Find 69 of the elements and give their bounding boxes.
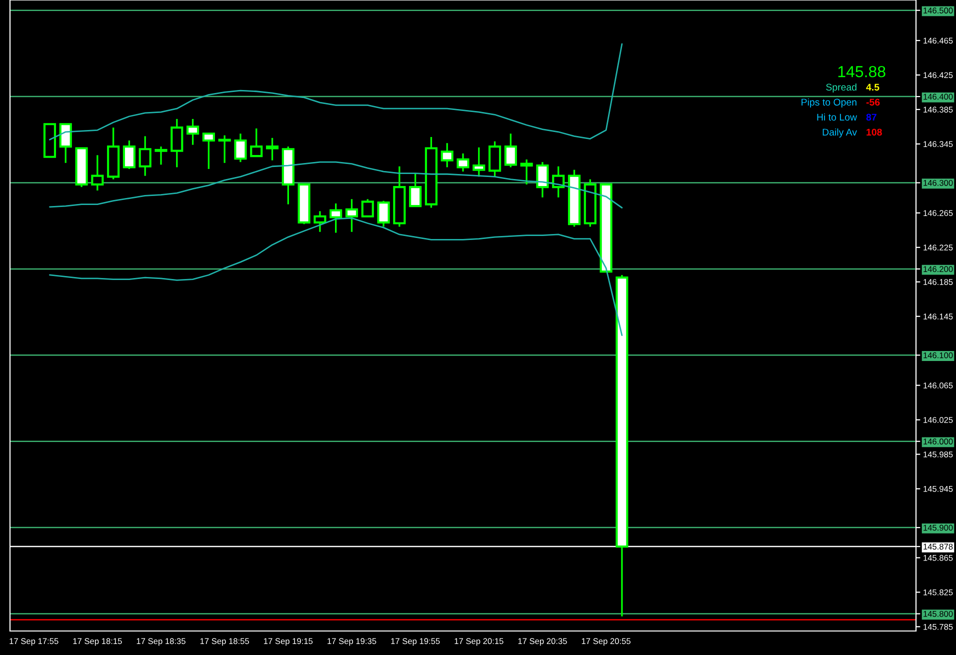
- y-tick-label: 145.800: [924, 610, 953, 617]
- text: 145.88: [838, 66, 886, 78]
- text: Hi to Low: [817, 113, 858, 121]
- line-series: [49, 161, 623, 208]
- candlestick: [202, 132, 215, 170]
- x-tick-label: 17 Sep 20:35: [518, 638, 567, 646]
- candlestick: [218, 134, 231, 164]
- candlestick: [170, 118, 184, 168]
- y-tick-label: 146.145: [924, 314, 953, 320]
- x-tick-label: 17 Sep 18:15: [73, 638, 122, 646]
- y-tick-label: 146.345: [924, 141, 953, 148]
- text: 4.5: [866, 84, 880, 91]
- y-tick-label: 145.865: [924, 554, 953, 561]
- y-tick-label: 145.900: [924, 524, 953, 531]
- x-tick-label: 17 Sep 18:35: [136, 638, 186, 646]
- x-tick-label: 17 Sep 17:55: [10, 638, 58, 646]
- y-tick-label: 146.100: [924, 352, 953, 358]
- text: 108: [866, 128, 882, 136]
- candlestick: [520, 158, 533, 186]
- text: Pips to Open: [802, 98, 856, 108]
- y-tick-label: 146.300: [924, 180, 953, 186]
- y-tick-label: 145.878: [924, 544, 953, 550]
- candlestick: [504, 132, 517, 168]
- candlestick: [266, 137, 279, 162]
- candlestick: [361, 198, 374, 218]
- candlestick: [377, 200, 390, 228]
- candlestick: [409, 172, 422, 208]
- candlestick: [456, 152, 470, 172]
- y-tick-label: 146.025: [924, 417, 953, 423]
- x-tick-label: 17 Sep 20:15: [454, 638, 504, 646]
- y-tick-label: 146.425: [924, 72, 953, 78]
- y-tick-label: 146.000: [924, 438, 953, 444]
- candlestick: [186, 118, 200, 146]
- candlestick: [472, 146, 486, 178]
- candlestick: [440, 142, 454, 168]
- candlestick: [330, 202, 342, 234]
- y-tick-label: 146.385: [924, 106, 953, 113]
- candlestick: [122, 140, 136, 170]
- text: Daily Av: [822, 128, 857, 138]
- y-tick-label: 146.500: [924, 8, 953, 14]
- text: -56: [866, 98, 880, 106]
- y-tick-label: 146.400: [924, 94, 953, 100]
- y-tick-label: 145.825: [924, 589, 953, 596]
- y-tick-label: 146.185: [924, 279, 953, 285]
- y-tick-label: 146.465: [924, 38, 953, 44]
- candlestick: [536, 161, 549, 198]
- candlestick: [234, 132, 247, 163]
- candlestick: [314, 210, 326, 233]
- y-tick-label: 146.200: [924, 266, 953, 272]
- x-tick-label: 17 Sep 19:55: [391, 638, 440, 646]
- candlestick: [250, 128, 263, 158]
- x-tick-label: 17 Sep 18:55: [200, 638, 250, 646]
- candlestick: [59, 123, 72, 164]
- y-tick-label: 146.265: [924, 210, 953, 216]
- candlestick: [154, 146, 168, 166]
- y-tick-label: 145.785: [924, 624, 953, 630]
- candlestick: [91, 154, 104, 192]
- y-tick-label: 145.985: [924, 451, 953, 458]
- text: Spread: [826, 83, 856, 93]
- y-tick-label: 146.065: [924, 382, 953, 388]
- x-tick-label: 17 Sep 20:55: [582, 638, 630, 646]
- text: 87: [866, 114, 876, 121]
- line-series: [49, 43, 623, 140]
- x-tick-label: 17 Sep 19:15: [264, 638, 313, 646]
- x-tick-label: 17 Sep 19:35: [328, 638, 376, 646]
- candlestick: [345, 198, 358, 233]
- y-tick-label: 146.225: [924, 244, 953, 250]
- y-tick-label: 145.945: [924, 486, 953, 492]
- candlestick: [138, 135, 152, 177]
